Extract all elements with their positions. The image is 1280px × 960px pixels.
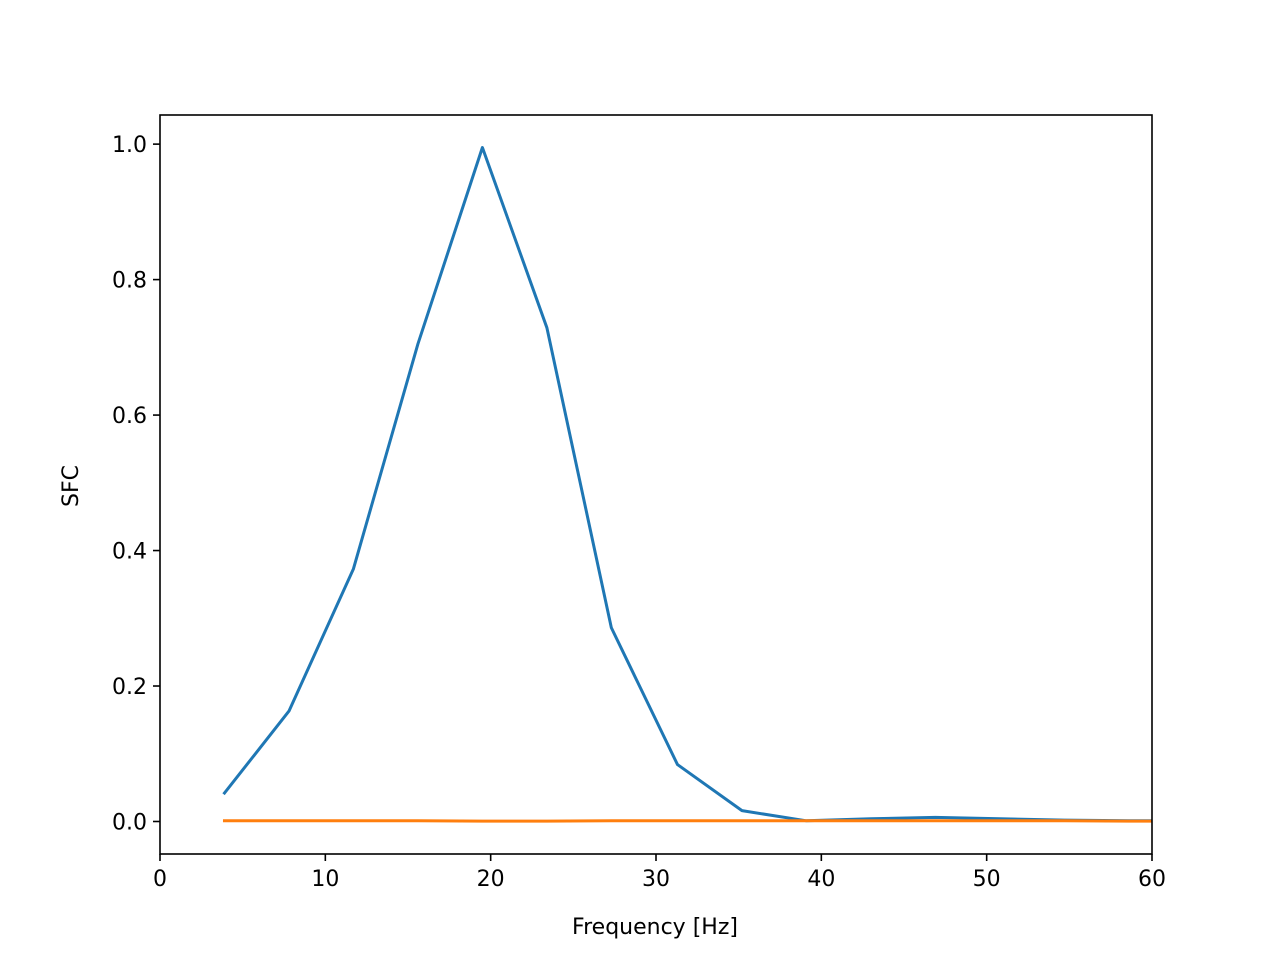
y-tick-label: 0.8 [112,269,147,294]
x-tick-label: 50 [973,867,1001,892]
y-tick-label: 0.0 [112,810,147,835]
x-tick-label: 60 [1138,867,1166,892]
x-tick-label: 0 [153,867,167,892]
y-tick-label: 0.4 [112,540,147,565]
x-tick-label: 40 [807,867,835,892]
y-axis-label: SFC [59,465,84,507]
y-tick-label: 0.6 [112,404,147,429]
x-tick-label: 20 [477,867,505,892]
x-tick-label: 10 [311,867,339,892]
x-axis-label: Frequency [Hz] [572,915,738,940]
y-tick-label: 1.0 [112,133,147,158]
axes-group: 0 10 20 30 40 50 60 0.0 0.2 0.4 0.6 0.8 1.0 [112,114,1166,892]
y-tick-label: 0.2 [112,675,147,700]
series-group [222,146,1152,823]
x-tick-label: 30 [642,867,670,892]
